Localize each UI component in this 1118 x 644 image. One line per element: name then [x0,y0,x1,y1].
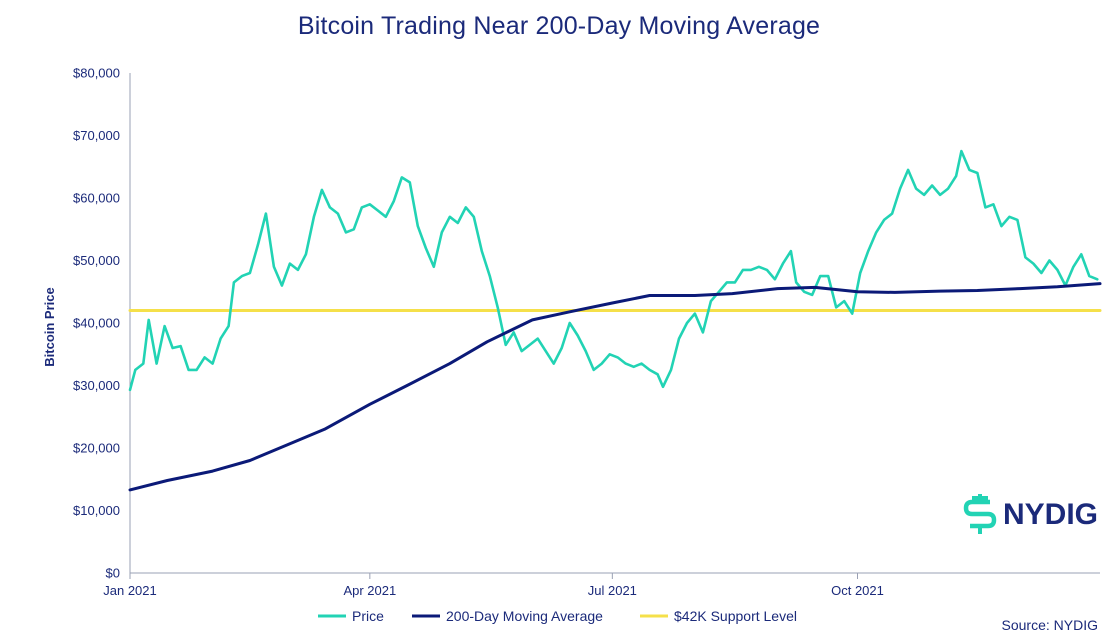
y-tick-label: $40,000 [73,316,120,331]
y-tick-label: $20,000 [73,441,120,456]
nydig-logo: NYDIG [963,494,1098,534]
moving-average-line [128,282,1102,492]
price-line [128,149,1099,392]
legend-item: $42K Support Level [640,608,797,624]
legend-label: Price [352,608,384,624]
y-tick-label: $70,000 [73,128,120,143]
y-tick-label: $30,000 [73,378,120,393]
legend-item: Price [318,608,384,624]
series-layer [128,149,1102,492]
chart-title: Bitcoin Trading Near 200-Day Moving Aver… [297,12,821,40]
legend-item: 200-Day Moving Average [412,608,603,624]
x-tick-label: Oct 2021 [831,583,884,598]
y-axis-ticks: $0 $10,000 $20,000 $30,000 $40,000 $50,000 $60… [73,66,120,581]
y-tick-label: $50,000 [73,253,120,268]
legend-label: 200-Day Moving Average [446,608,603,624]
legend: Price 200-Day Moving Average $42K Support … [318,608,797,624]
logo-text: NYDIG [1003,498,1098,531]
x-tick-label: Jul 2021 [588,583,637,598]
x-tick-label: Jan 2021 [103,583,157,598]
dollar-brace-icon [963,494,997,534]
legend-label: $42K Support Level [674,608,797,624]
y-axis-label: Bitcoin Price [42,287,57,366]
x-tick-label: Apr 2021 [343,583,396,598]
y-tick-label: $10,000 [73,503,120,518]
y-tick-label: $60,000 [73,191,120,206]
y-tick-label: $0 [106,566,120,581]
y-tick-label: $80,000 [73,66,120,81]
source-text: Source: NYDIG [1002,617,1098,633]
x-axis-ticks: Jan 2021 Apr 2021 Jul 2021 Oct 2021 [103,573,884,598]
